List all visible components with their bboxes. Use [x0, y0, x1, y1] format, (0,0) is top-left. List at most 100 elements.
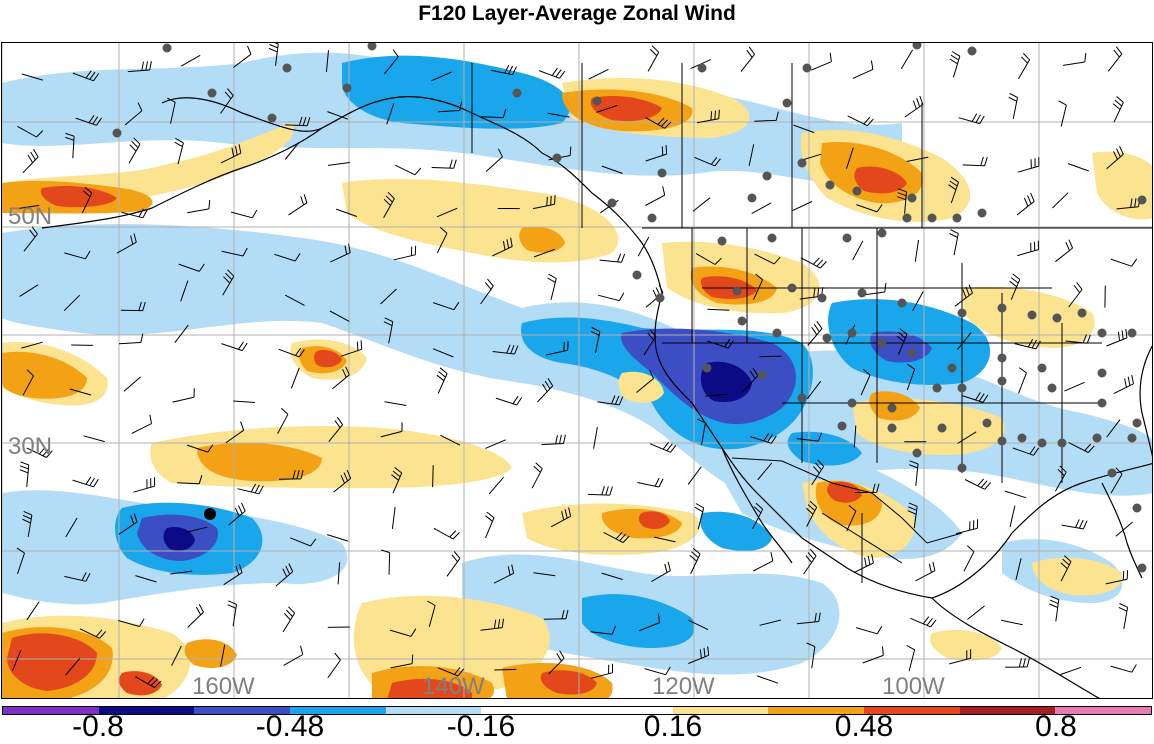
wind-barb	[233, 401, 255, 403]
wind-barb	[950, 230, 959, 256]
station-dot	[998, 354, 1007, 363]
wind-barb	[645, 186, 664, 205]
wind-barb	[688, 467, 701, 485]
wind-barb	[392, 507, 395, 529]
station-dot	[608, 199, 617, 208]
wind-barb	[741, 47, 755, 72]
station-dot	[888, 404, 897, 413]
wind-barb	[1106, 329, 1127, 346]
station-dot	[1048, 384, 1057, 393]
station-dot	[698, 64, 707, 73]
wind-barb	[589, 69, 609, 79]
wind-barb	[648, 46, 659, 72]
station-dot	[368, 43, 377, 51]
wind-barb	[1009, 93, 1018, 119]
station-dot	[1053, 314, 1062, 323]
wind-barb	[20, 462, 29, 487]
station-dot	[898, 299, 907, 308]
station-dot	[853, 187, 862, 196]
wind-barb	[690, 548, 700, 574]
station-dot	[838, 422, 847, 431]
station-dot	[733, 287, 742, 296]
station-dot	[823, 334, 832, 343]
station-dot	[818, 294, 827, 303]
wind-barb	[853, 241, 863, 260]
wind-barb	[1059, 101, 1067, 127]
station-dot	[913, 449, 922, 458]
colorbar-label: -0.16	[447, 710, 515, 744]
wind-barb	[485, 512, 494, 538]
wind-barb	[856, 626, 882, 634]
station-dot	[1138, 564, 1147, 573]
wind-barb	[1068, 164, 1089, 171]
lat-label-30n: 30N	[8, 433, 52, 461]
station-dot	[1038, 439, 1047, 448]
station-dot	[1018, 434, 1027, 443]
station-dot	[1133, 504, 1142, 513]
contour-light-yellow	[930, 630, 1002, 661]
wind-barb	[901, 50, 912, 69]
color-legend-bar	[2, 706, 1152, 715]
station-dot	[998, 377, 1007, 386]
wind-barb	[1010, 506, 1015, 527]
wind-barb	[693, 198, 710, 212]
station-dot	[1128, 329, 1137, 338]
wind-barb	[432, 160, 457, 169]
wind-barb	[133, 477, 154, 492]
wind-barb	[434, 528, 460, 539]
contour-orange	[185, 639, 237, 668]
wind-barb	[804, 549, 817, 574]
wind-barb	[907, 645, 915, 671]
lon-label-100w: 100W	[882, 673, 945, 699]
station-dot	[908, 194, 917, 203]
hawaii-marker	[204, 508, 216, 520]
wind-barb	[73, 477, 99, 487]
station-dot	[718, 237, 727, 246]
wind-barb	[1111, 665, 1137, 673]
wind-barb	[1018, 157, 1039, 172]
wind-barb	[1005, 491, 1026, 498]
wind-barb	[853, 61, 873, 79]
map-title: F120 Layer-Average Zonal Wind	[0, 0, 1154, 34]
contour-light-yellow	[1092, 152, 1153, 220]
station-dot	[768, 234, 777, 243]
station-dot	[1078, 309, 1087, 318]
station-dot	[648, 214, 657, 223]
station-dot	[1138, 196, 1147, 205]
station-dot	[848, 329, 857, 338]
wind-barb	[1017, 193, 1034, 215]
station-dot	[1098, 329, 1107, 338]
wind-barb	[1005, 658, 1029, 667]
station-dot	[1098, 369, 1107, 378]
station-dot	[878, 229, 887, 238]
station-dot	[1038, 364, 1047, 373]
colorbar-label: -0.8	[72, 710, 124, 744]
wind-barb	[291, 368, 299, 389]
wind-barb	[489, 477, 503, 494]
wind-barb	[181, 55, 200, 66]
station-dot	[826, 181, 835, 190]
wind-barb	[965, 479, 991, 489]
station-dot	[1058, 439, 1067, 448]
station-dot	[758, 371, 767, 380]
wind-barb	[967, 606, 984, 620]
wind-barb	[1019, 53, 1030, 78]
wind-barb	[1108, 47, 1122, 72]
wind-barb	[485, 440, 505, 449]
wind-barb	[447, 552, 460, 577]
wind-barb	[811, 53, 831, 70]
station-dot	[163, 44, 172, 53]
wind-barb	[1019, 368, 1027, 394]
wind-barb	[124, 377, 141, 391]
wind-barb	[1060, 667, 1081, 674]
station-dot	[978, 209, 987, 218]
wind-barb	[129, 138, 140, 164]
wind-barb	[433, 465, 434, 487]
wind-barb	[650, 442, 676, 452]
wind-barb	[1111, 259, 1137, 267]
wind-barb	[496, 396, 522, 405]
colorbar-label: 0.8	[1035, 710, 1077, 744]
station-dot	[283, 64, 292, 73]
wind-barb	[1052, 193, 1068, 208]
wind-barb	[437, 368, 447, 394]
